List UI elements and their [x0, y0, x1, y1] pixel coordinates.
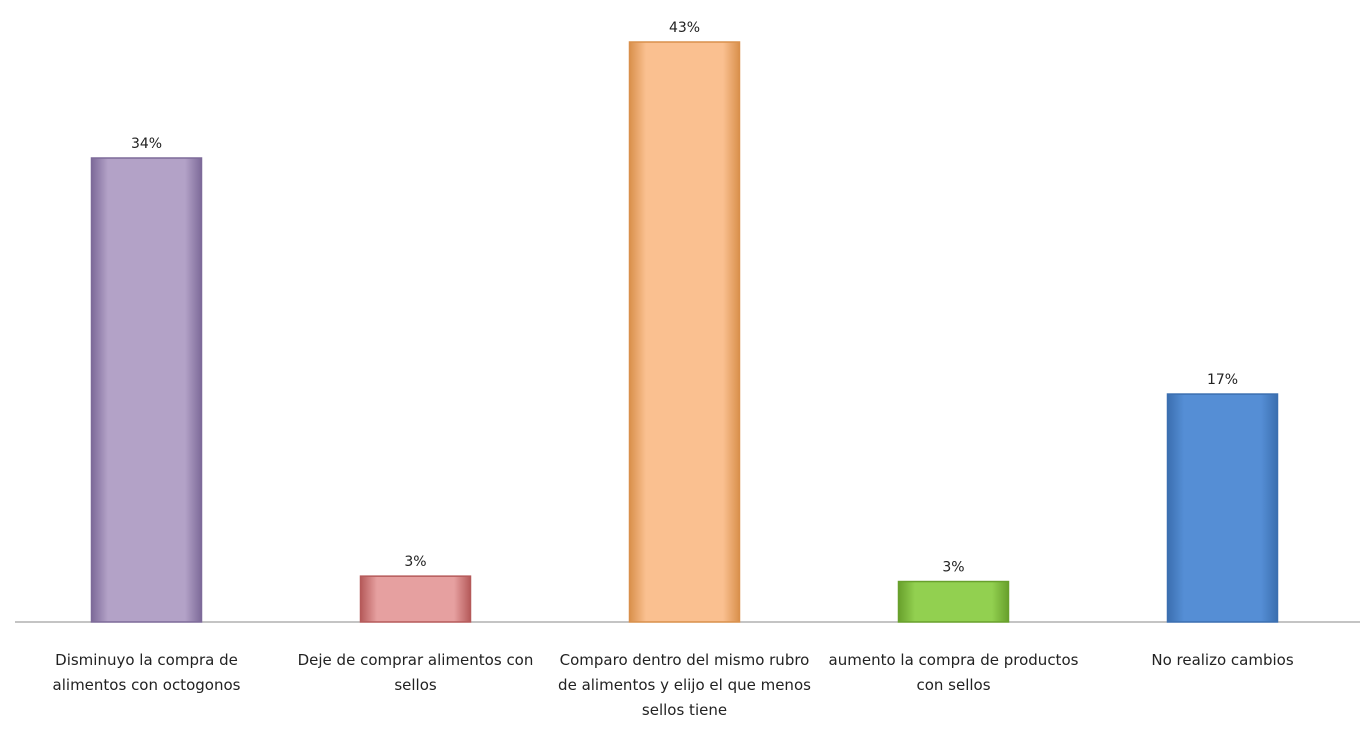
data-label: 3%	[404, 554, 426, 570]
x-tick-label: Deje de comprar alimentos con sellos	[297, 651, 534, 694]
x-tick-label: Disminuyo la compra de alimentos con oct…	[52, 651, 241, 694]
x-tick-label: aumento la compra de productos con sello…	[828, 651, 1079, 694]
data-label: 3%	[942, 560, 964, 576]
x-tick-label: No realizo cambios	[1151, 651, 1294, 669]
data-label: 34%	[131, 136, 162, 152]
bar	[897, 580, 1010, 623]
bar	[628, 41, 741, 623]
bar	[359, 575, 472, 623]
bar	[90, 157, 203, 623]
data-label: 43%	[669, 20, 700, 36]
x-tick-label: Comparo dentro del mismo rubro de alimen…	[558, 651, 811, 719]
data-label: 17%	[1207, 372, 1238, 388]
bar	[1166, 393, 1279, 623]
